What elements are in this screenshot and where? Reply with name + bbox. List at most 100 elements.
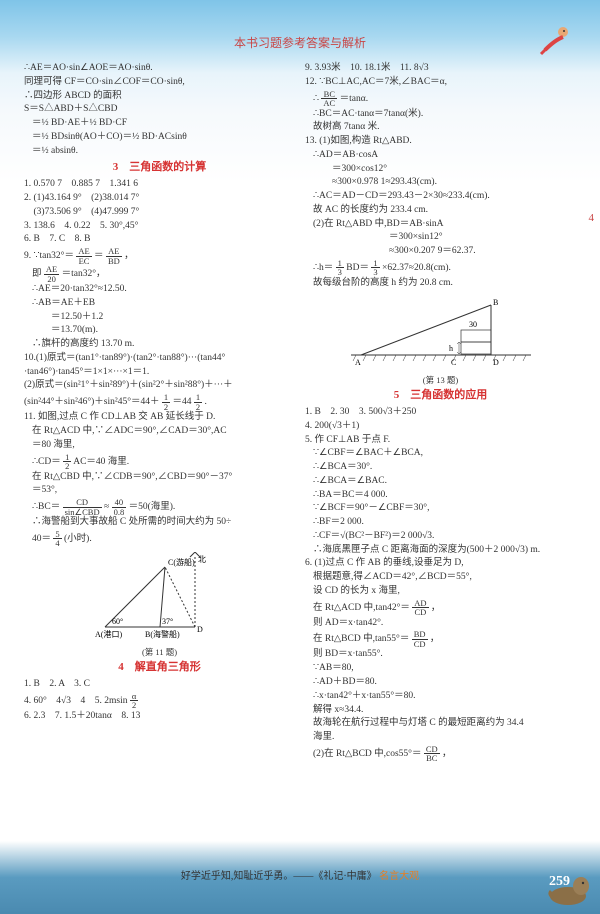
text-line: 同理可得 CF＝CO·sin∠COF＝CO·sinθ,	[24, 76, 295, 90]
text: ，	[431, 603, 441, 613]
text-line: ∴AB＝AE＋EB	[24, 297, 295, 311]
text-line: (sin²44°＋sin²46°)＋sin²45°＝44＋ 12 ＝44 12 …	[24, 393, 295, 411]
svg-text:B(海警船): B(海警船)	[145, 629, 180, 639]
text-line: ∴ BCAC ＝tanα.	[305, 90, 576, 108]
text-line: ∴四边形 ABCD 的面积	[24, 90, 295, 104]
text-line: 13. (1)如图,构造 Rt△ABD.	[305, 135, 576, 149]
diver-illustration	[535, 20, 575, 60]
fraction: BDCD	[412, 630, 428, 648]
text: 在 Rt△BCD 中,tan55°＝	[313, 635, 409, 645]
text: (小时).	[64, 534, 92, 544]
fraction: α2	[130, 692, 138, 710]
text-line: 6. B 7. C 8. B	[24, 233, 295, 247]
text-line: ∴BA＝BC＝4 000.	[305, 489, 576, 503]
diagram-13: A B C D h 30	[341, 295, 541, 370]
seal-illustration	[543, 866, 598, 906]
svg-text:D: D	[197, 625, 203, 634]
text-line: ∴AE＝20·tan32°≈12.50.	[24, 283, 295, 297]
text: (sin²44°＋sin²46°)＋sin²45°＝44＋	[24, 397, 160, 407]
text: ∴	[313, 94, 319, 104]
text-line: ∴BC＝ CDsin∠CBD ≈ 400.8 ＝50(海里).	[24, 498, 295, 516]
text-line: 40＝ 54 (小时).	[24, 530, 295, 548]
text-line: ·tan46°)·tan45°＝1×1×···×1＝1.	[24, 366, 295, 380]
text-line: 6. 2.3 7. 1.5＋20tanα 8. 13	[24, 710, 295, 724]
text-line: ＝300×cos12°	[305, 163, 576, 177]
text: 即	[32, 269, 42, 279]
fraction: 54	[53, 530, 61, 548]
svg-text:30: 30	[469, 320, 477, 329]
fraction: 12	[63, 453, 71, 471]
text-line: ∴AD＋BD＝80.	[305, 676, 576, 690]
text: .	[205, 397, 207, 407]
svg-text:C: C	[451, 358, 456, 367]
svg-text:60°: 60°	[112, 617, 123, 626]
text-line: 4. 60° 4√3 4 5. 2msin α2	[24, 692, 295, 710]
text-line: 在 Rt△ACD 中,∵∠ADC＝90°,∠CAD＝30°,AC	[24, 425, 295, 439]
text-line: ∵∠BCF＝90°－∠CBF＝30°,	[305, 502, 576, 516]
text: ＝44	[173, 397, 192, 407]
left-column: ∴AE＝AO·sin∠AOE＝AO·sinθ. 同理可得 CF＝CO·sin∠C…	[24, 62, 295, 864]
fraction: CDBC	[424, 745, 440, 763]
svg-text:h: h	[449, 344, 453, 353]
diagram-11: 北 A(港口) B(海警船) C(游船) D 60° 37°	[90, 552, 230, 642]
text-line: 则 BD＝x·tan55°.	[305, 648, 576, 662]
text-line: ∵AB＝80,	[305, 662, 576, 676]
section-4-title: 4 解直角三角形	[24, 660, 295, 676]
text-line: 2. (1)43.164 9° (2)38.014 7°	[24, 192, 295, 206]
footer-quote: 好学近乎知,知耻近乎勇。——《礼记·中庸》 名言大观	[0, 869, 600, 884]
text-line: ∵∠CBF＝∠BAC＋∠BCA,	[305, 447, 576, 461]
text-line: 4. 200(√3＋1)	[305, 420, 576, 434]
text: ＝50(海里).	[129, 502, 176, 512]
text-line: S＝S△ABD＋S△CBD	[24, 103, 295, 117]
text-line: ∴h＝ 13 BD＝ 13 ×62.37≈20.8(cm).	[305, 259, 576, 277]
text-line: (3)73.506 9° (4)47.999 7°	[24, 206, 295, 220]
text-line: 故海轮在航行过程中与灯塔 C 的最短距离约为 34.4	[305, 717, 576, 731]
svg-text:37°: 37°	[162, 617, 173, 626]
text-line: ≈300×0.207 9＝62.37.	[305, 245, 576, 259]
svg-text:A: A	[355, 358, 361, 367]
text-line: 9. ∵tan32°＝ AEEC ＝ AEBD ，	[24, 247, 295, 265]
text-line: ＝80 海里,	[24, 439, 295, 453]
text-line: 5. 作 CF⊥AB 于点 F.	[305, 434, 576, 448]
text-line: 在 Rt△CBD 中,∵∠CDB＝90°,∠CBD＝90°－37°	[24, 471, 295, 485]
text-line: 根据题意,得∠ACD＝42°,∠BCD＝55°,	[305, 571, 576, 585]
text-line: ≈300×0.978 1≈293.43(cm).	[305, 176, 576, 190]
text-line: ∴∠BCA＝∠BAC.	[305, 475, 576, 489]
text-line: 故 AC 的长度约为 233.4 cm.	[305, 204, 576, 218]
text: BD＝	[346, 263, 369, 273]
right-column: 9. 3.93米 10. 18.1米 11. 8√3 12. ∵BC⊥AC,AC…	[305, 62, 576, 864]
text-line: ＝12.50＋1.2	[24, 311, 295, 325]
text-line: ∴AE＝AO·sin∠AOE＝AO·sinθ.	[24, 62, 295, 76]
text: ，	[442, 749, 452, 759]
text-line: 设 CD 的长为 x 海里,	[305, 585, 576, 599]
margin-number: 4	[589, 210, 595, 227]
fraction: AEEC	[76, 247, 91, 265]
text: ∴h＝	[313, 263, 333, 273]
header-title: 本书习题参考答案与解析	[234, 34, 366, 52]
section-5-title: 5 三角函数的应用	[305, 388, 576, 404]
fraction: AE20	[44, 265, 59, 283]
text: 4. 60° 4√3 4 5. 2msin	[24, 696, 128, 706]
text-line: ∴AD＝AB·cosA	[305, 149, 576, 163]
text-line: (2)在 Rt△ABD 中,BD＝AB·sinA	[305, 218, 576, 232]
quote-text: 好学近乎知,知耻近乎勇。——《礼记·中庸》	[181, 871, 377, 882]
text-line: 1. B 2. A 3. C	[24, 678, 295, 692]
text-line: 11. 如图,过点 C 作 CD⊥AB 交 AB 延长线于 D.	[24, 411, 295, 425]
text-line: ＝53°,	[24, 484, 295, 498]
text-line: ∴BF＝2 000.	[305, 516, 576, 530]
svg-text:C(游船): C(游船)	[168, 557, 195, 567]
svg-text:北: 北	[198, 555, 206, 564]
fraction: ADCD	[412, 599, 428, 617]
text-line: 解得 x≈34.4.	[305, 704, 576, 718]
text: ∴CD＝	[32, 457, 61, 467]
text-line: ∴BC＝AC·tanα＝7tanα(米).	[305, 108, 576, 122]
svg-text:D: D	[493, 358, 499, 367]
section-3-title: 3 三角函数的计算	[24, 160, 295, 176]
text-line: 1. 0.570 7 0.885 7 1.341 6	[24, 178, 295, 192]
fraction: 13	[336, 259, 344, 277]
text-line: ∴旗杆的高度约 13.70 m.	[24, 338, 295, 352]
text-line: 12. ∵BC⊥AC,AC＝7米,∠BAC＝α,	[305, 76, 576, 90]
text: ＝	[94, 251, 104, 261]
content-area: ∴AE＝AO·sin∠AOE＝AO·sinθ. 同理可得 CF＝CO·sin∠C…	[24, 62, 576, 864]
quote-source: 名言大观	[379, 871, 419, 882]
